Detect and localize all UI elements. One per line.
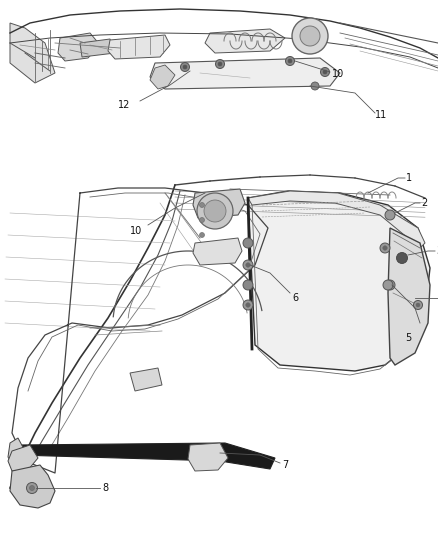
Circle shape [29, 486, 35, 490]
Circle shape [385, 210, 395, 220]
Circle shape [323, 70, 327, 74]
Polygon shape [248, 191, 425, 248]
Polygon shape [80, 39, 115, 57]
Polygon shape [205, 29, 285, 53]
Circle shape [288, 59, 292, 63]
Text: 10: 10 [332, 69, 344, 79]
Circle shape [396, 253, 407, 263]
Circle shape [416, 303, 420, 307]
Polygon shape [10, 443, 275, 469]
Circle shape [180, 62, 190, 71]
Circle shape [292, 18, 328, 54]
Text: 12: 12 [118, 100, 131, 110]
Circle shape [311, 82, 319, 90]
Circle shape [286, 56, 294, 66]
Circle shape [215, 60, 225, 69]
Circle shape [199, 217, 205, 222]
Circle shape [243, 280, 253, 290]
Circle shape [27, 482, 38, 494]
Polygon shape [150, 65, 175, 89]
Circle shape [218, 62, 222, 66]
Text: 7: 7 [282, 460, 288, 470]
Circle shape [243, 260, 253, 270]
Text: 11: 11 [375, 110, 387, 120]
Polygon shape [10, 465, 55, 508]
Circle shape [183, 65, 187, 69]
Circle shape [197, 193, 233, 229]
Polygon shape [10, 23, 55, 83]
Circle shape [204, 200, 226, 222]
Circle shape [199, 232, 205, 238]
Text: 2: 2 [421, 198, 427, 208]
Circle shape [413, 301, 423, 310]
Polygon shape [108, 35, 170, 59]
Circle shape [388, 282, 392, 287]
Polygon shape [8, 445, 38, 471]
Text: 5: 5 [405, 333, 411, 343]
Polygon shape [248, 191, 430, 371]
Text: 8: 8 [102, 483, 108, 493]
Circle shape [300, 26, 320, 46]
Polygon shape [193, 238, 242, 265]
Text: 1: 1 [406, 173, 412, 183]
Polygon shape [388, 228, 430, 365]
Circle shape [380, 243, 390, 253]
Text: 10: 10 [130, 226, 142, 236]
Circle shape [243, 238, 253, 248]
Circle shape [246, 303, 250, 307]
Circle shape [321, 68, 329, 77]
Circle shape [383, 246, 387, 251]
Text: 3: 3 [436, 246, 438, 256]
Polygon shape [8, 438, 25, 468]
Polygon shape [193, 189, 245, 218]
Polygon shape [150, 58, 340, 89]
Circle shape [383, 280, 393, 290]
Circle shape [385, 280, 395, 290]
Polygon shape [130, 368, 162, 391]
Text: 6: 6 [292, 293, 298, 303]
Polygon shape [58, 33, 100, 61]
Circle shape [246, 263, 250, 267]
Circle shape [199, 203, 205, 207]
Circle shape [243, 300, 253, 310]
Polygon shape [188, 443, 228, 471]
